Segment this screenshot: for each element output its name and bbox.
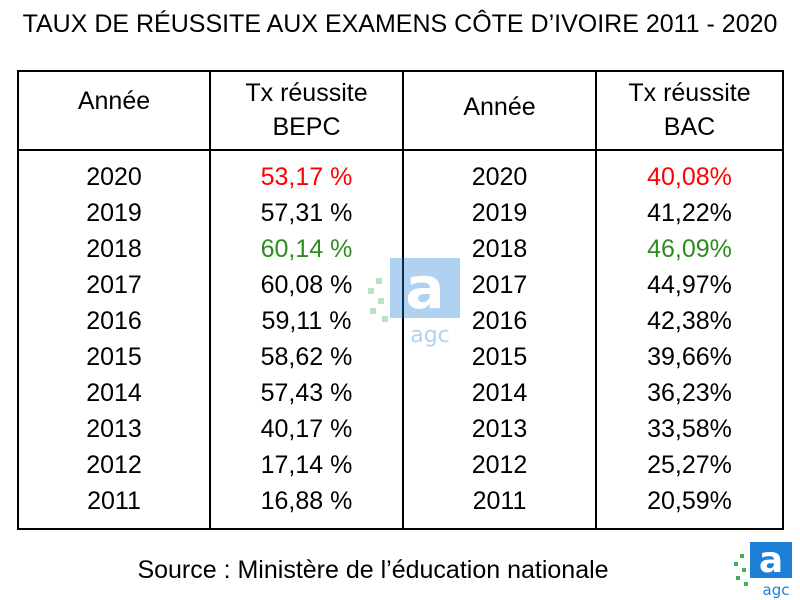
cell-year-bepc: 2012: [86, 451, 142, 479]
header-bac: Tx réussite BAC: [597, 72, 782, 149]
table-row: 2016 59,11 % 2016 42,38%: [19, 303, 782, 339]
cell-year-bepc: 2016: [86, 307, 142, 335]
cell-year-bac: 2011: [472, 487, 527, 515]
cell-year-bac: 2014: [471, 379, 528, 407]
cell-bepc-rate: 17,14 %: [260, 451, 353, 479]
column-divider: [595, 72, 597, 528]
table-row: 2020 53,17 % 2020 40,08%: [19, 159, 782, 195]
column-divider: [402, 72, 404, 528]
header-bac-line2: BAC: [663, 113, 716, 141]
svg-text:agc: agc: [410, 323, 450, 348]
cell-year-bac: 2012: [471, 451, 528, 479]
cell-bepc-rate: 60,14 %: [260, 235, 353, 263]
watermark-logo-icon: a agc: [368, 258, 460, 348]
page-title: TAUX DE RÉUSSITE AUX EXAMENS CÔTE D’IVOI…: [22, 10, 778, 38]
svg-text:a: a: [405, 258, 444, 322]
cell-year-bac: 2018: [471, 235, 528, 263]
cell-bac-rate: 39,66%: [647, 343, 732, 371]
cell-year-bac: 2015: [471, 343, 528, 371]
cell-year-bepc: 2018: [86, 235, 142, 263]
table-row: 2019 57,31 % 2019 41,22%: [19, 195, 782, 231]
cell-bac-rate: 46,09%: [647, 235, 732, 263]
cell-bepc-rate: 60,08 %: [260, 271, 353, 299]
cell-bepc-rate: 40,17 %: [260, 415, 353, 443]
cell-year-bepc: 2017: [86, 271, 142, 299]
cell-bepc-rate: 58,62 %: [260, 343, 353, 371]
header-bepc-line2: BEPC: [272, 113, 341, 141]
cell-bepc-rate: 57,43 %: [260, 379, 353, 407]
cell-bepc-rate: 59,11 %: [261, 307, 352, 335]
table-row: 2014 57,43 % 2014 36,23%: [19, 375, 782, 411]
table-row: 2017 60,08 % 2017 44,97%: [19, 267, 782, 303]
column-divider: [209, 72, 211, 528]
cell-bac-rate: 33,58%: [647, 415, 732, 443]
cell-bac-rate: 41,22%: [647, 199, 732, 227]
cell-year-bac: 2013: [471, 415, 528, 443]
agc-logo-icon: a agc: [734, 540, 792, 598]
table-body: 2020 53,17 % 2020 40,08% 2019 57,31 % 2019 41,2…: [19, 159, 782, 519]
cell-year-bepc: 2019: [86, 199, 142, 227]
cell-year-bepc: 2014: [86, 379, 142, 407]
header-bepc-line1: Tx réussite: [245, 79, 368, 107]
cell-year-bac: 2019: [471, 199, 528, 227]
cell-bepc-rate: 57,31 %: [260, 199, 353, 227]
cell-year-bepc: 2020: [86, 163, 142, 191]
cell-bac-rate: 20,59%: [647, 487, 732, 515]
cell-bac-rate: 44,97%: [647, 271, 732, 299]
header-year-bepc: Année: [77, 87, 151, 115]
cell-bac-rate: 25,27%: [647, 451, 732, 479]
cell-year-bac: 2016: [471, 307, 528, 335]
cell-bepc-rate: 16,88 %: [260, 487, 353, 515]
header-bac-line1: Tx réussite: [628, 79, 751, 107]
header-divider: [19, 149, 782, 151]
table-row: 2012 17,14 % 2012 25,27%: [19, 447, 782, 483]
svg-text:a: a: [759, 540, 783, 581]
cell-year-bac: 2017: [471, 271, 528, 299]
table-row: 2011 16,88 % 2011 20,59%: [19, 483, 782, 519]
source-note: Source : Ministère de l’éducation nation…: [137, 556, 609, 584]
cell-year-bepc: 2013: [86, 415, 142, 443]
svg-text:agc: agc: [763, 581, 790, 598]
table-row: 2018 60,14 % 2018 46,09%: [19, 231, 782, 267]
cell-bac-rate: 36,23%: [647, 379, 732, 407]
results-table: Année Tx réussite BEPC Année Tx réussite…: [17, 70, 784, 530]
table-row: 2013 40,17 % 2013 33,58%: [19, 411, 782, 447]
cell-year-bepc: 2015: [86, 343, 142, 371]
header-year-bac: Année: [463, 93, 536, 121]
cell-year-bepc: 2011: [87, 487, 141, 515]
cell-bac-rate: 42,38%: [647, 307, 732, 335]
cell-bepc-rate: 53,17 %: [260, 163, 353, 191]
cell-bac-rate: 40,08%: [647, 163, 732, 191]
header-bepc: Tx réussite BEPC: [211, 72, 402, 149]
cell-year-bac: 2020: [471, 163, 528, 191]
table-row: 2015 58,62 % 2015 39,66%: [19, 339, 782, 375]
